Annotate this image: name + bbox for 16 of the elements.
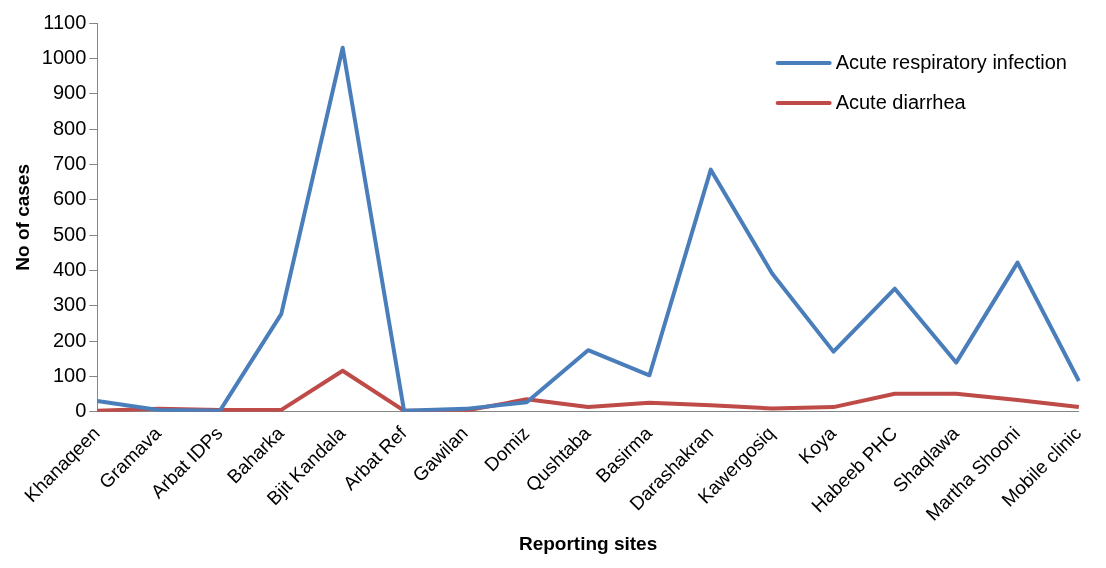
y-tick-label: 300 bbox=[52, 293, 87, 316]
y-tick-label: 400 bbox=[52, 257, 87, 280]
x-axis-title: Reporting sites bbox=[518, 532, 658, 554]
legend-label: Acute diarrhea bbox=[835, 90, 967, 113]
y-tick-label: 800 bbox=[52, 116, 87, 139]
y-tick-label: 100 bbox=[52, 363, 87, 386]
y-tick-label: 900 bbox=[52, 81, 87, 104]
y-tick-label: 600 bbox=[52, 187, 87, 210]
legend-label: Acute respiratory infection bbox=[835, 50, 1067, 73]
y-axis-title: No of cases bbox=[11, 164, 33, 271]
y-tick-label: 200 bbox=[52, 328, 87, 351]
y-tick-label: 700 bbox=[52, 151, 87, 174]
y-tick-label: 1000 bbox=[41, 45, 87, 68]
y-tick-label: 1100 bbox=[43, 10, 87, 33]
y-tick-label: 500 bbox=[52, 222, 87, 245]
y-tick-label: 0 bbox=[75, 399, 87, 422]
